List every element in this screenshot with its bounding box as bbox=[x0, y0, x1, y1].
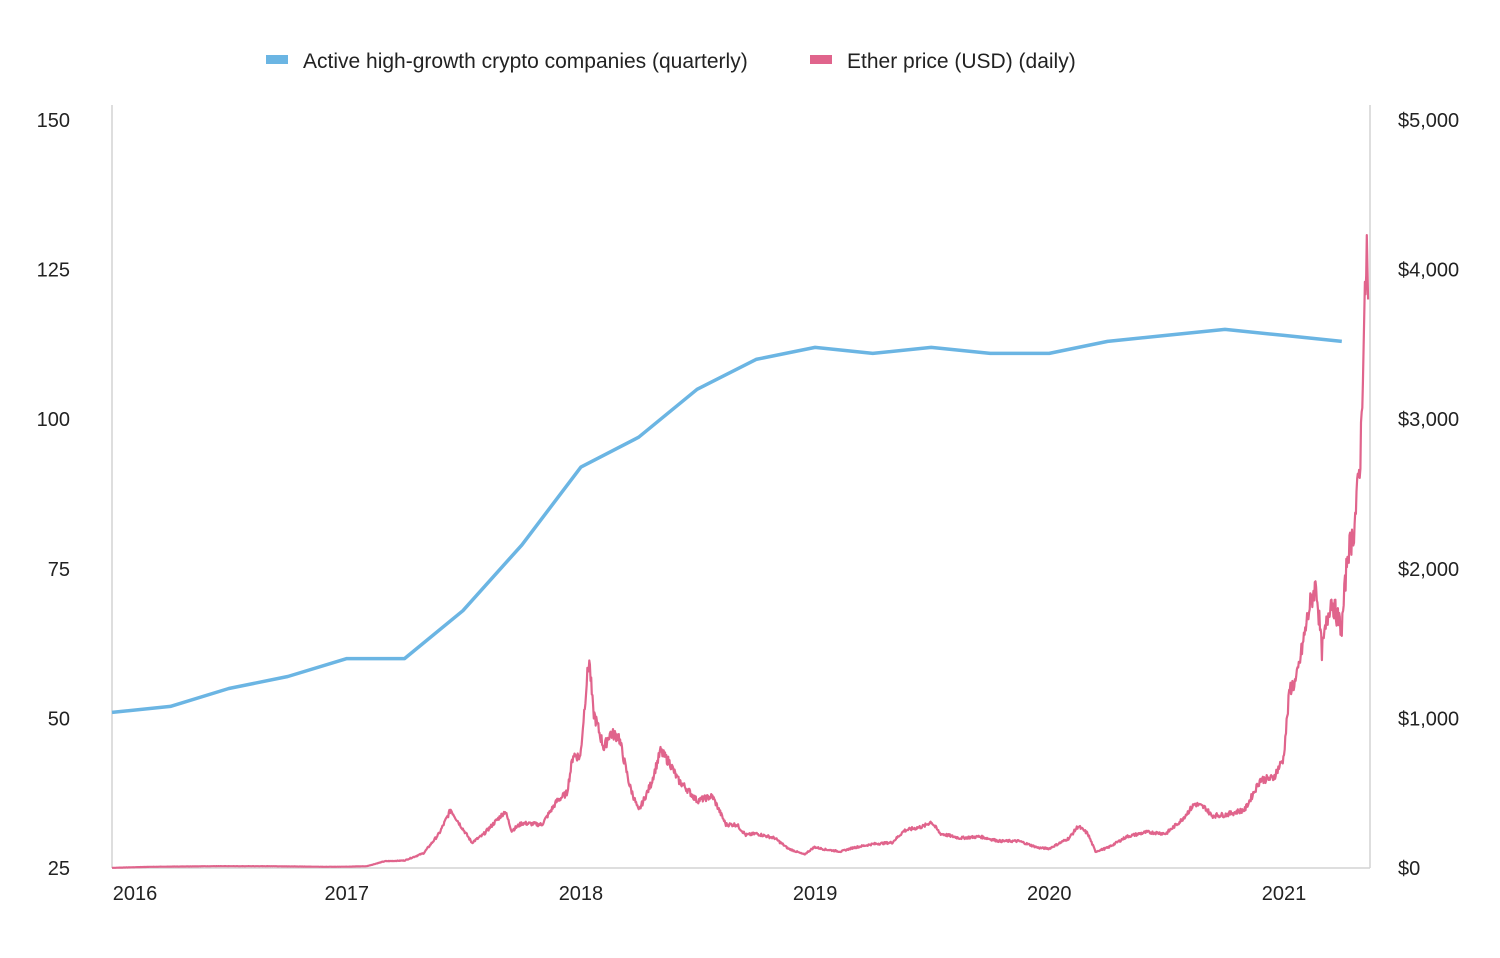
right-tick-label: $4,000 bbox=[1398, 260, 1459, 282]
x-tick-label: 2020 bbox=[1027, 883, 1072, 905]
right-tick-label: $0 bbox=[1398, 858, 1420, 880]
legend-swatch-ether bbox=[810, 55, 832, 64]
left-tick-label: 75 bbox=[48, 559, 70, 581]
x-tick-label: 2017 bbox=[325, 883, 370, 905]
legend: Active high-growth crypto companies (qua… bbox=[266, 50, 1076, 73]
left-tick-label: 100 bbox=[37, 409, 70, 431]
left-tick-label: 25 bbox=[48, 858, 70, 880]
right-axis-ticks: $0 $1,000 $2,000 $3,000 $4,000 $5,000 bbox=[1398, 110, 1459, 880]
x-tick-label: 2019 bbox=[793, 883, 838, 905]
series-line-active-companies bbox=[111, 327, 1342, 715]
right-tick-label: $3,000 bbox=[1398, 409, 1459, 431]
series-layer bbox=[111, 234, 1370, 869]
x-tick-label: 2016 bbox=[113, 883, 158, 905]
left-tick-label: 150 bbox=[37, 110, 70, 132]
right-tick-label: $2,000 bbox=[1398, 559, 1459, 581]
right-tick-label: $5,000 bbox=[1398, 110, 1459, 132]
x-axis-ticks: 2016 2017 2018 2019 2020 2021 bbox=[113, 883, 1307, 905]
left-axis-ticks: 25 50 75 100 125 150 bbox=[37, 110, 70, 880]
legend-label-ether: Ether price (USD) (daily) bbox=[847, 50, 1076, 73]
legend-swatch-companies bbox=[266, 55, 288, 64]
legend-label-companies: Active high-growth crypto companies (qua… bbox=[303, 50, 748, 73]
left-tick-label: 125 bbox=[37, 260, 70, 282]
series-line-ether-price bbox=[111, 234, 1370, 869]
x-tick-label: 2021 bbox=[1262, 883, 1307, 905]
x-tick-label: 2018 bbox=[559, 883, 604, 905]
left-tick-label: 50 bbox=[48, 708, 70, 730]
right-tick-label: $1,000 bbox=[1398, 708, 1459, 730]
